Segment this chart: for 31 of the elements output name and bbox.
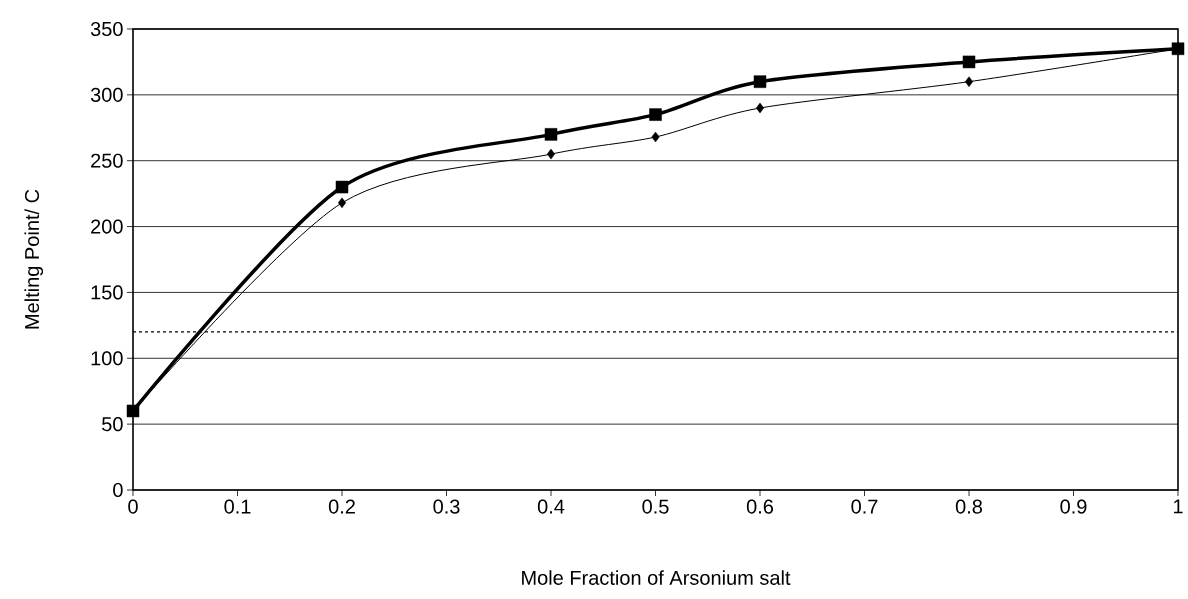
point <box>753 75 767 88</box>
y-tick-label: 150 <box>91 285 123 300</box>
x-tick-label: 0.6 <box>746 499 774 514</box>
x-tick-label: 0.4 <box>537 499 565 514</box>
y-tick-label: 350 <box>90 21 123 37</box>
point <box>544 128 558 141</box>
y-axis-title: Melting Point/ C <box>24 189 44 329</box>
x-tick-label: 0.1 <box>224 499 251 514</box>
x-tick-label: 0.9 <box>1060 499 1087 514</box>
x-tick-label: 0.3 <box>433 499 460 514</box>
y-tick-label: 200 <box>91 219 123 234</box>
x-axis-title: Mole Fraction of Arsonium salt <box>522 570 791 585</box>
point <box>547 148 556 160</box>
x-tick-label: 0.2 <box>328 499 355 514</box>
x-tick-label: 0 <box>128 499 138 514</box>
y-tick-label: 250 <box>91 153 123 168</box>
x-tick-label: 0.7 <box>851 499 878 514</box>
y-tick-label: 50 <box>102 417 123 432</box>
x-tick-label: 1 <box>1173 499 1183 514</box>
point <box>651 131 660 143</box>
point <box>965 76 973 87</box>
point <box>126 404 140 418</box>
point <box>335 180 349 194</box>
x-tick-label: 0.5 <box>642 499 669 514</box>
point <box>962 55 976 69</box>
y-tick-label: 300 <box>90 87 123 102</box>
x-tick-label: 0.8 <box>955 499 983 514</box>
point <box>338 197 347 209</box>
point <box>649 108 662 121</box>
y-tick-label: 0 <box>113 482 123 498</box>
y-tick-label: 100 <box>91 351 123 366</box>
